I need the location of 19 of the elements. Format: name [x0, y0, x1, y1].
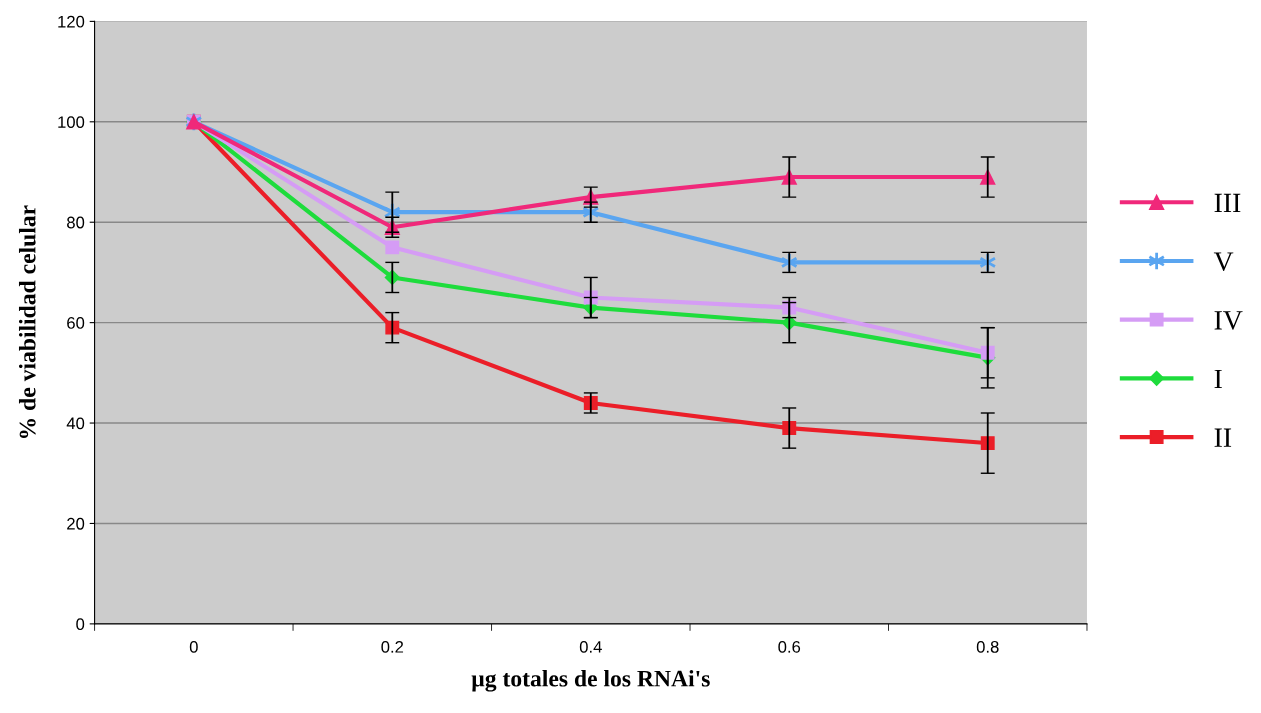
- y-axis-title: % de viabilidad celular: [18, 205, 36, 438]
- x-tick-label: 0: [189, 640, 198, 653]
- y-tick-label: 40: [66, 417, 85, 430]
- x-tick-label: 0.6: [778, 640, 801, 653]
- x-tick-label: 0.4: [579, 640, 602, 653]
- y-tick-label: 0: [76, 618, 85, 631]
- x-tick-label: 0.8: [976, 640, 999, 653]
- y-tick-label: 120: [58, 15, 85, 28]
- legend-label: II: [1214, 428, 1232, 447]
- legend-label: V: [1213, 252, 1234, 272]
- legend-label: IV: [1214, 311, 1243, 330]
- y-tick-label: 100: [58, 116, 85, 129]
- y-tick-label: 20: [67, 517, 85, 530]
- y-tick-label: 60: [67, 317, 85, 329]
- y-tick-label: 80: [67, 216, 85, 229]
- x-axis-title: µg totales de los RNAi's: [471, 669, 710, 692]
- x-tick-label: 0.2: [381, 640, 404, 653]
- legend-label: III: [1214, 193, 1241, 213]
- legend-label: I: [1214, 369, 1222, 389]
